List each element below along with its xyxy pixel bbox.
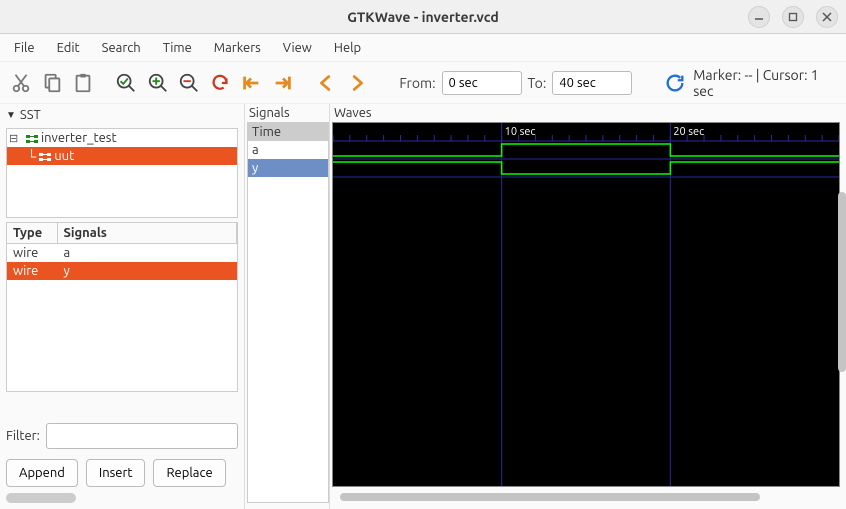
sst-hscroll[interactable] [6,493,76,503]
undo-icon[interactable] [208,70,233,96]
waves-header: Waves [332,104,840,122]
tree-node-inverter_test[interactable]: ⊟inverter_test [7,129,237,147]
module-icon [25,131,39,145]
toolbar: From: To: Marker: -- | Cursor: 1 sec [0,62,846,104]
window-buttons [748,6,838,28]
menu-view[interactable]: View [273,38,322,58]
signals-header: Signals [245,104,329,122]
tree-node-uut[interactable]: └ uut [7,147,237,165]
menu-help[interactable]: Help [324,38,371,58]
zoom-out-icon[interactable] [176,70,201,96]
sst-tree[interactable]: ⊟inverter_test└ uut [6,128,238,218]
prev-edge-icon[interactable] [313,70,338,96]
svg-text:10 sec: 10 sec [505,126,536,138]
maximize-button[interactable] [782,6,804,28]
to-label: To: [528,75,547,91]
minimize-button[interactable] [748,6,770,28]
waves-hscroll[interactable] [332,491,840,503]
signal-row-y[interactable]: y [248,159,328,177]
signals-panel: Signals Timeay [245,104,330,509]
from-label: From: [399,75,435,91]
cut-icon[interactable] [8,70,33,96]
copy-icon[interactable] [39,70,64,96]
paste-icon[interactable] [71,70,96,96]
wave-viewport[interactable]: 10 sec 20 sec [332,122,840,487]
waves-panel: Waves 10 sec 20 sec [330,104,846,509]
filter-input[interactable] [46,423,238,449]
waves-vscroll[interactable] [836,122,846,487]
next-edge-icon[interactable] [344,70,369,96]
module-icon [38,149,52,163]
svg-text:20 sec: 20 sec [673,126,704,138]
sst-signal-table[interactable]: Type Signals wireawirey [6,222,238,392]
table-row[interactable]: wirey [7,262,237,280]
replace-button[interactable]: Replace [153,459,225,487]
signals-list[interactable]: Timeay [247,122,329,503]
to-input[interactable] [552,71,632,95]
sst-buttons: Append Insert Replace [6,459,238,487]
menu-edit[interactable]: Edit [47,38,90,58]
zoom-fit-icon[interactable] [114,70,139,96]
filter-label: Filter: [6,429,40,443]
filter-row: Filter: [6,423,238,449]
col-type[interactable]: Type [7,223,57,244]
menu-search[interactable]: Search [92,38,151,58]
menu-markers[interactable]: Markers [204,38,271,58]
signal-row-a[interactable]: a [248,141,328,159]
sst-header[interactable]: ▼SST [6,106,238,124]
menu-time[interactable]: Time [153,38,202,58]
insert-button[interactable]: Insert [86,459,146,487]
col-signals[interactable]: Signals [57,223,237,244]
signal-row-time[interactable]: Time [248,123,328,141]
sst-label: SST [20,108,41,122]
zoom-in-icon[interactable] [145,70,170,96]
menubar: FileEditSearchTimeMarkersViewHelp [0,34,846,62]
titlebar: GTKWave - inverter.vcd [0,0,846,34]
from-input[interactable] [442,71,522,95]
go-start-icon[interactable] [239,70,264,96]
table-row[interactable]: wirea [7,244,237,263]
window-title: GTKWave - inverter.vcd [347,9,498,25]
marker-cursor-status: Marker: -- | Cursor: 1 sec [693,67,838,99]
go-end-icon[interactable] [270,70,295,96]
sst-panel: ▼SST ⊟inverter_test└ uut Type Signals wi… [0,104,245,509]
close-button[interactable] [816,6,838,28]
main-area: ▼SST ⊟inverter_test└ uut Type Signals wi… [0,104,846,509]
menu-file[interactable]: File [4,38,45,58]
reload-icon[interactable] [662,70,687,96]
append-button[interactable]: Append [6,459,78,487]
